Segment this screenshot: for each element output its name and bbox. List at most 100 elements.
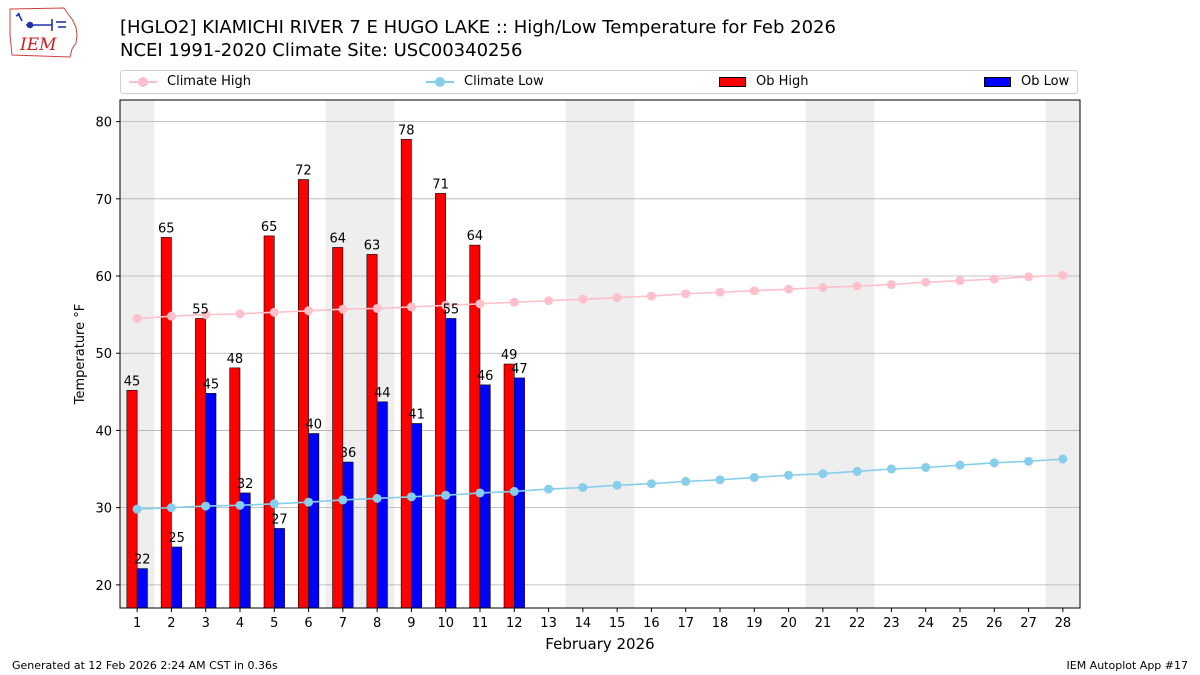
x-tick-label: 19 [746, 616, 763, 631]
bars [126, 139, 525, 609]
climate-high-point [955, 276, 965, 286]
ob-low-bar-label: 45 [203, 377, 220, 392]
climate-low-point [612, 480, 622, 490]
climate-high-point [406, 302, 416, 312]
y-tick-label: 70 [95, 193, 112, 208]
climate-high-swatch [129, 75, 157, 89]
climate-low-point [989, 458, 999, 468]
x-tick-label: 10 [437, 616, 454, 631]
weekend-band [600, 100, 635, 608]
climate-high-point [269, 307, 279, 317]
ob-low-bar-label: 47 [511, 362, 528, 377]
climate-high-point [715, 287, 725, 297]
climate-high-point [749, 286, 759, 296]
ob-low-bar-label: 22 [134, 553, 151, 568]
climate-low-point [441, 490, 451, 500]
climate-high-point [304, 306, 314, 316]
y-tick-label: 60 [95, 270, 112, 285]
ob-high-bar-label: 63 [364, 238, 381, 253]
x-tick-label: 13 [540, 616, 557, 631]
climate-high-point [509, 297, 519, 307]
x-tick-label: 16 [643, 616, 660, 631]
ob-low-bar [205, 393, 217, 609]
climate-low-point [201, 501, 211, 511]
climate-low-line [137, 458, 1063, 510]
climate-low-swatch [426, 75, 454, 89]
ob-low-bar [342, 461, 354, 609]
climate-low-point [509, 486, 519, 496]
ob-high-bar-label: 64 [467, 229, 484, 244]
ob-low-bar [273, 528, 285, 609]
y-tick-label: 40 [95, 424, 112, 439]
climate-high-point [989, 274, 999, 284]
ob-high-bar-label: 72 [295, 164, 312, 179]
climate-low-point [646, 479, 656, 489]
x-tick-label: 26 [986, 616, 1003, 631]
x-tick-label: 21 [815, 616, 832, 631]
climate-low-point [1024, 456, 1034, 466]
ob-high-bar-label: 65 [261, 220, 278, 235]
ob-high-bar-label: 45 [124, 374, 141, 389]
climate-low-point [1058, 454, 1068, 464]
x-tick-label: 6 [304, 616, 312, 631]
legend-label: Ob Low [1021, 74, 1070, 89]
ob-high-bar [160, 237, 172, 609]
climate-high-point [921, 277, 931, 287]
ob-high-bar [503, 363, 515, 609]
ob-high-bar [332, 247, 344, 609]
legend-ob-high: Ob High [719, 74, 809, 89]
x-tick-label: 12 [506, 616, 523, 631]
climate-low-point [132, 504, 142, 514]
ob-low-bar [376, 401, 388, 609]
x-tick-label: 11 [472, 616, 489, 631]
climate-high-point [1024, 272, 1034, 282]
x-tick-label: 3 [202, 616, 210, 631]
x-axis: 1 2 3 4 5 6 7 8 9 10 11 12 13 14 15 16 17 18 19 20 21 22 23 24 2… [133, 608, 1071, 631]
x-tick-label: 25 [952, 616, 969, 631]
climate-high-point [201, 310, 211, 320]
y-tick-label: 20 [95, 579, 112, 594]
weekend-bands [120, 100, 1080, 608]
climate-high-point [1058, 270, 1068, 280]
x-tick-label: 22 [849, 616, 866, 631]
climate-high-point [441, 300, 451, 310]
climate-low-point [372, 493, 382, 503]
ob-high-bar [435, 193, 447, 609]
weather-station-icon [15, 12, 66, 31]
ob-low-bar-label: 25 [168, 531, 185, 546]
x-tick-label: 20 [780, 616, 797, 631]
x-tick-label: 15 [609, 616, 626, 631]
legend-label: Ob High [756, 74, 809, 89]
climate-low-point [304, 497, 314, 507]
climate-low-point [338, 495, 348, 505]
climate-low-point [921, 462, 931, 472]
x-tick-label: 2 [167, 616, 175, 631]
x-tick-label: 14 [575, 616, 592, 631]
ob-low-bar [171, 546, 183, 609]
ob-high-bar-label: 48 [227, 352, 244, 367]
ob-high-bar-label: 78 [398, 123, 415, 138]
weekend-band [840, 100, 875, 608]
legend-label: Climate High [167, 74, 252, 89]
ob-high-bar [297, 179, 309, 609]
climate-low-point [715, 475, 725, 485]
weekend-band [1045, 100, 1080, 608]
data-labels: 45 65 55 48 65 72 64 63 78 71 64 49 22 25 45 32 27 40 36 44… [124, 123, 528, 567]
x-tick-label: 28 [1055, 616, 1072, 631]
ob-high-bar-label: 71 [432, 177, 449, 192]
ob-low-bar [136, 568, 148, 609]
x-tick-label: 23 [883, 616, 900, 631]
climate-high-point [338, 304, 348, 314]
chart-subtitle: NCEI 1991-2020 Climate Site: USC00340256 [120, 40, 523, 61]
climate-high-point [886, 280, 896, 290]
climate-low-point [475, 488, 485, 498]
plot-frame [119, 99, 1081, 609]
climate-high-point [544, 296, 554, 306]
climate-low-point [578, 483, 588, 493]
x-tick-label: 5 [270, 616, 278, 631]
x-tick-label: 4 [236, 616, 244, 631]
ob-high-bar [400, 139, 412, 609]
x-tick-label: 8 [373, 616, 381, 631]
climate-low-point [406, 492, 416, 502]
